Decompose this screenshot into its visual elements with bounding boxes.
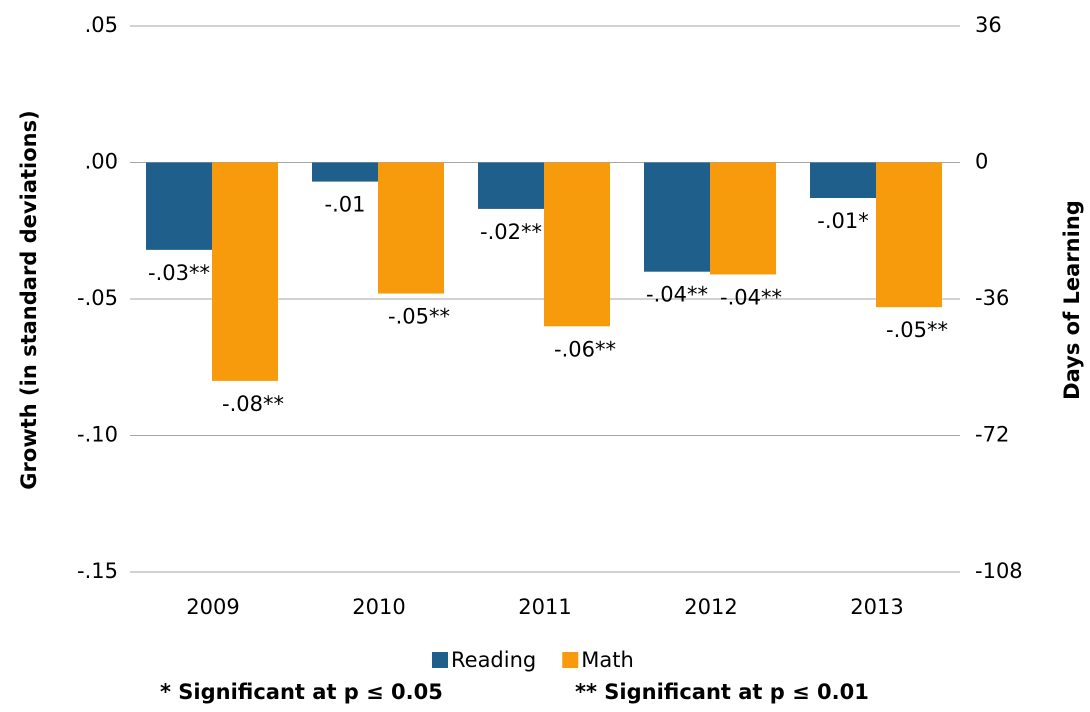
value-label: -.04** (646, 283, 708, 307)
x-tick-label: 2010 (352, 595, 405, 619)
value-label: -.01* (817, 209, 868, 233)
x-tick-label: 2011 (518, 595, 571, 619)
y2-tick-label: 36 (975, 13, 1002, 37)
legend-swatch (562, 652, 579, 668)
y2-tick-label: -36 (975, 286, 1009, 310)
bar (378, 162, 444, 294)
y-tick-label: -.10 (77, 423, 118, 447)
footnote: ** Significant at p ≤ 0.01 (575, 680, 869, 704)
legend-label: Math (581, 648, 634, 672)
y-axis-title: Growth (in standard deviations) (17, 110, 41, 489)
y-tick-label: .00 (85, 150, 118, 174)
y2-axis-title: Days of Learning (1060, 200, 1084, 400)
bar (544, 162, 610, 327)
bar (478, 162, 544, 209)
value-label: -.06** (554, 337, 616, 361)
value-label: -.04** (720, 285, 782, 309)
value-label: -.02** (480, 220, 542, 244)
y-tick-label: -.05 (77, 286, 118, 310)
x-tick-label: 2009 (186, 595, 239, 619)
bar (312, 162, 378, 182)
bar (644, 162, 710, 272)
bar (212, 162, 278, 381)
y-tick-label: -.15 (77, 559, 118, 583)
bar (146, 162, 212, 250)
y2-tick-label: 0 (975, 150, 988, 174)
y2-tick-label: -108 (975, 559, 1023, 583)
bar (810, 162, 876, 198)
legend-label: Reading (451, 648, 536, 672)
x-tick-label: 2012 (684, 595, 737, 619)
bar (710, 162, 776, 275)
x-tick-label: 2013 (850, 595, 903, 619)
value-label: -.05** (388, 305, 450, 329)
value-label: -.03** (148, 261, 210, 285)
value-label: -.01 (325, 193, 366, 217)
legend-swatch (432, 652, 448, 668)
y-tick-label: .05 (85, 13, 118, 37)
bar (876, 162, 942, 308)
value-label: -.08** (222, 392, 284, 416)
y2-tick-label: -72 (975, 423, 1009, 447)
footnote: * Significant at p ≤ 0.05 (160, 680, 443, 704)
value-label: -.05** (886, 318, 948, 342)
